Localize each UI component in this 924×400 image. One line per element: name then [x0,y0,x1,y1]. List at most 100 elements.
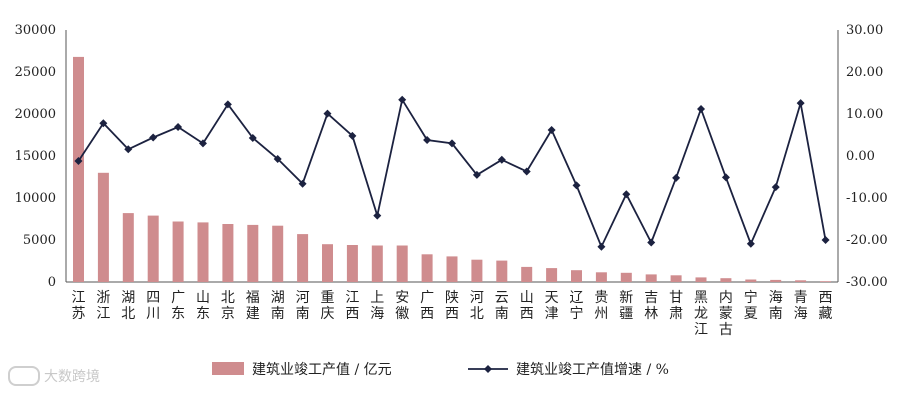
category-label-char: 林 [644,306,658,322]
line-point [572,181,581,190]
category-label: 福建 [246,290,260,322]
bar [670,275,682,282]
category-label: 北京 [221,290,235,322]
line-point [821,236,830,244]
legend-line-marker [484,365,492,373]
category-label-char: 北 [121,306,135,322]
y-left-tick-label: 30000 [15,23,56,38]
category-label-char: 西 [819,290,833,306]
line-series [74,95,830,251]
category-label: 广西 [420,290,434,322]
category-label-char: 重 [321,290,335,306]
category-label-char: 北 [221,290,235,306]
category-label: 青海 [794,290,808,322]
category-label-char: 贵 [594,290,608,306]
category-label-char: 肃 [669,306,683,322]
category-label-char: 天 [545,290,559,306]
category-label-char: 州 [594,306,608,322]
bar [122,213,134,282]
category-label-char: 古 [719,322,733,338]
bar [272,225,284,282]
y-right-tick-label: -10.00 [846,191,888,206]
watermark-text: 大数跨境 [44,369,100,385]
line-point [448,139,456,148]
category-label-char: 龙 [694,306,708,322]
category-label: 广东 [171,290,185,322]
bar [620,272,632,282]
category-label-char: 东 [171,306,185,322]
category-label-char: 疆 [619,306,633,322]
legend: 建筑业竣工产值 / 亿元 建筑业竣工产值增速 / % [212,362,669,378]
category-label: 贵州 [594,290,608,322]
category-label-char: 江 [72,290,86,306]
y-right-tick-label: 20.00 [846,65,883,80]
bar [770,279,782,282]
category-label-char: 四 [146,290,160,306]
y-left-tick-label: 10000 [15,191,56,206]
category-label-char: 陕 [445,290,459,306]
y-left-tick-label: 20000 [15,107,56,122]
line-point [597,242,606,251]
category-label-char: 江 [345,290,359,306]
category-label-char: 山 [520,290,534,306]
line-point [373,211,382,220]
category-label: 黑龙江 [694,290,708,338]
line-point [647,238,656,247]
bar [322,244,333,282]
bar [97,172,109,282]
y-right-tick-label: 30.00 [846,23,883,38]
category-label-char: 河 [296,290,310,306]
category-label: 海南 [769,290,783,322]
line-point [298,179,307,188]
bar [172,221,184,282]
bar [645,274,657,282]
category-label: 上海 [370,290,384,322]
bar [595,272,607,282]
category-label: 安徽 [395,290,409,322]
category-label-char: 青 [794,290,808,306]
watermark: 大数跨境 [8,366,100,386]
category-label-char: 南 [271,306,285,322]
line-point [746,239,755,248]
y-right-tick-label: 0.00 [846,149,875,164]
category-label-char: 山 [196,290,210,306]
category-label: 浙江 [96,290,110,322]
category-label-char: 东 [196,306,210,322]
line-point [248,133,257,142]
category-label: 西藏 [819,290,833,322]
y-left-tick-label: 5000 [23,233,56,248]
category-label-char: 南 [296,306,310,322]
line-point [198,139,207,148]
line-point [99,119,108,128]
bar [795,280,807,282]
category-label-char: 江 [694,322,708,338]
bar-series [73,56,831,283]
category-label: 江西 [345,290,359,322]
watermark-logo-icon [8,366,40,386]
legend-line-label: 建筑业竣工产值增速 / % [516,362,669,378]
category-label: 吉林 [644,290,658,322]
line-point [697,104,706,113]
bar [695,277,707,282]
line-point [348,131,357,140]
bar [396,245,408,282]
line-point [124,145,133,154]
category-label-char: 内 [719,290,733,306]
category-label-char: 西 [420,306,434,322]
line-point [273,154,282,163]
bar [346,245,358,282]
category-label-char: 甘 [669,290,683,306]
left-axis-ticks: 0 5000 10000 15000 20000 25000 30000 [15,23,56,290]
bar [197,222,209,282]
category-label-char: 安 [395,290,409,306]
category-label: 辽宁 [570,290,584,322]
line-point [74,157,83,166]
category-label-char: 上 [370,290,384,306]
category-label-char: 夏 [744,306,758,322]
category-label-char: 海 [769,290,783,306]
category-label-char: 吉 [644,290,658,306]
category-label-char: 宁 [570,305,584,322]
legend-bar-label: 建筑业竣工产值 / 亿元 [252,362,392,378]
category-label-char: 湖 [121,290,135,306]
y-right-tick-label: -30.00 [846,275,888,290]
